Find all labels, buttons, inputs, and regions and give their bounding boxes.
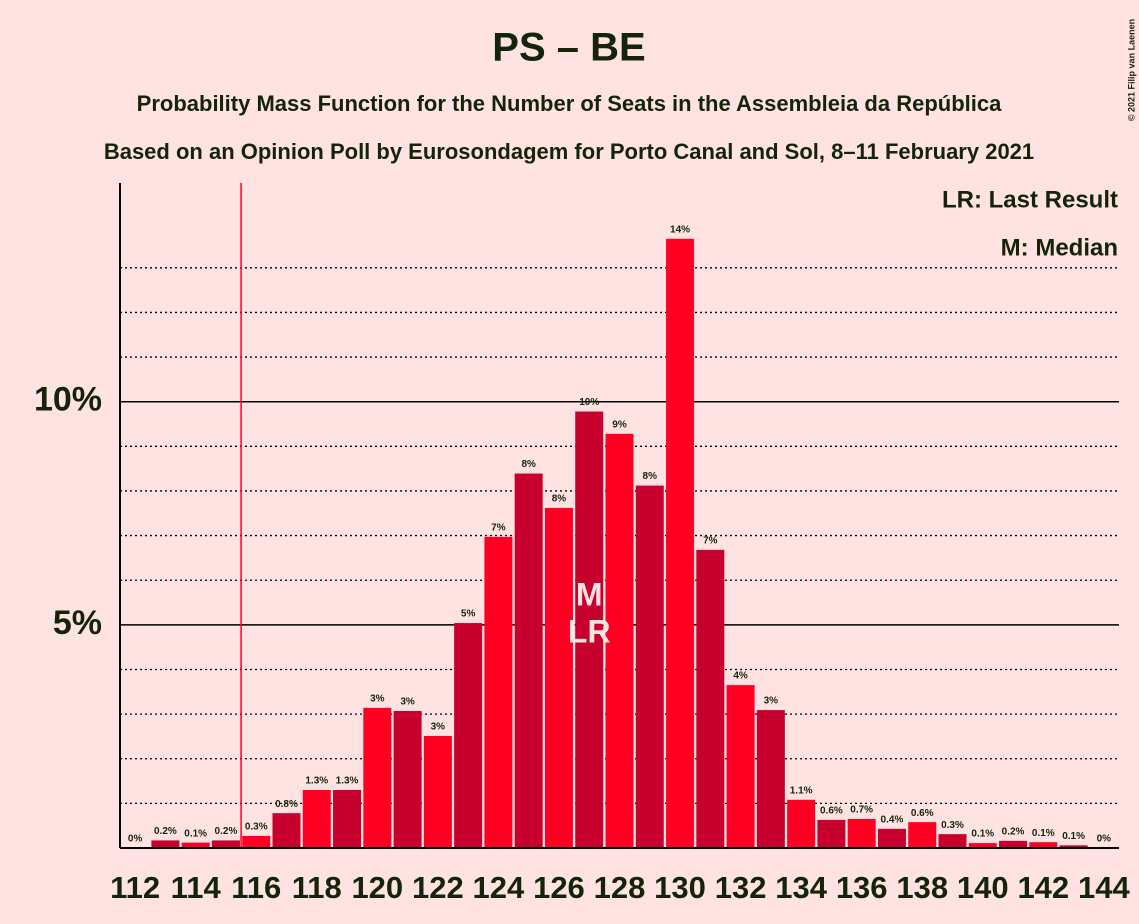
x-tick-label: 118 bbox=[292, 870, 342, 905]
value-label: 8% bbox=[643, 471, 658, 482]
bar bbox=[605, 433, 634, 848]
bar bbox=[181, 842, 210, 848]
bar bbox=[1059, 845, 1088, 848]
bar bbox=[787, 799, 816, 848]
bar bbox=[817, 819, 846, 848]
value-label: 8% bbox=[521, 459, 536, 470]
value-label: 0.7% bbox=[850, 805, 873, 816]
bar bbox=[726, 685, 755, 848]
bar bbox=[575, 411, 604, 848]
bar bbox=[211, 840, 240, 848]
value-label: 5% bbox=[461, 609, 476, 620]
copyright: © 2021 Filip van Laenen bbox=[1126, 19, 1136, 121]
x-tick-label: 120 bbox=[351, 870, 403, 905]
bar bbox=[877, 828, 906, 848]
value-label: 7% bbox=[703, 536, 718, 547]
bar bbox=[938, 834, 967, 848]
x-tick-label: 134 bbox=[775, 870, 827, 905]
x-tick-label: 124 bbox=[473, 870, 525, 905]
value-label: 3% bbox=[431, 722, 446, 733]
x-tick-label: 130 bbox=[654, 870, 706, 905]
x-tick-label: 144 bbox=[1078, 870, 1130, 905]
y-tick-label: 5% bbox=[53, 604, 102, 642]
x-tick-label: 114 bbox=[171, 870, 222, 905]
x-tick-label: 116 bbox=[231, 870, 281, 905]
value-label: 0% bbox=[1097, 834, 1112, 845]
chart-subtitle: Probability Mass Function for the Number… bbox=[137, 91, 1002, 116]
value-label: 0.8% bbox=[275, 799, 298, 810]
value-label: 7% bbox=[491, 523, 506, 534]
value-label: 4% bbox=[733, 671, 748, 682]
bar bbox=[484, 536, 513, 848]
bar bbox=[514, 473, 543, 848]
last-result-marker: LR bbox=[568, 613, 611, 649]
value-label: 0.6% bbox=[820, 806, 843, 817]
bar bbox=[756, 710, 785, 848]
bar bbox=[363, 707, 392, 848]
value-label: 0.2% bbox=[215, 826, 238, 837]
bar bbox=[272, 813, 301, 848]
bar bbox=[544, 507, 573, 848]
bar bbox=[999, 840, 1028, 848]
bar bbox=[908, 822, 937, 848]
bar bbox=[333, 789, 362, 848]
x-tick-label: 140 bbox=[957, 870, 1009, 905]
value-label: 8% bbox=[552, 494, 567, 505]
value-label: 0.2% bbox=[154, 826, 177, 837]
value-label: 0.1% bbox=[1062, 831, 1085, 842]
value-label: 3% bbox=[400, 697, 415, 708]
legend-entry: M: Median bbox=[1001, 234, 1118, 261]
value-label: 0.1% bbox=[1032, 828, 1055, 839]
x-tick-label: 112 bbox=[110, 870, 160, 905]
bar bbox=[151, 840, 180, 848]
bar bbox=[393, 710, 422, 848]
bar bbox=[1029, 842, 1058, 848]
chart-title: PS – BE bbox=[492, 26, 645, 70]
bar bbox=[302, 789, 331, 848]
x-tick-label: 142 bbox=[1017, 870, 1069, 905]
bar bbox=[847, 818, 876, 848]
bar bbox=[242, 835, 271, 848]
value-label: 0% bbox=[128, 834, 143, 845]
chart-subtitle: Based on an Opinion Poll by Eurosondagem… bbox=[104, 139, 1034, 164]
x-tick-label: 128 bbox=[594, 870, 646, 905]
value-label: 0.1% bbox=[184, 828, 207, 839]
value-label: 1.1% bbox=[790, 785, 813, 796]
y-tick-label: 10% bbox=[34, 381, 102, 419]
x-tick-label: 122 bbox=[412, 870, 464, 905]
x-tick-label: 126 bbox=[533, 870, 585, 905]
value-label: 0.4% bbox=[881, 814, 904, 825]
value-label: 14% bbox=[670, 224, 690, 235]
value-label: 1.3% bbox=[305, 776, 328, 787]
bar bbox=[968, 843, 997, 848]
bar bbox=[454, 623, 483, 848]
x-tick-label: 138 bbox=[896, 870, 948, 905]
bar bbox=[666, 238, 695, 849]
bar bbox=[635, 485, 664, 848]
x-tick-label: 132 bbox=[715, 870, 767, 905]
value-label: 0.3% bbox=[245, 822, 268, 833]
value-label: 0.6% bbox=[911, 808, 934, 819]
value-label: 3% bbox=[370, 693, 385, 704]
bar bbox=[423, 735, 452, 848]
value-label: 9% bbox=[612, 419, 627, 430]
value-label: 0.2% bbox=[1002, 826, 1025, 837]
median-marker: M bbox=[576, 576, 603, 612]
x-tick-label: 136 bbox=[836, 870, 888, 905]
value-label: 3% bbox=[764, 696, 779, 707]
value-label: 10% bbox=[579, 397, 599, 408]
bar bbox=[696, 549, 725, 848]
value-label: 0.1% bbox=[971, 829, 994, 840]
value-label: 0.3% bbox=[941, 820, 964, 831]
value-label: 1.3% bbox=[336, 776, 359, 787]
legend-entry: LR: Last Result bbox=[942, 186, 1118, 213]
